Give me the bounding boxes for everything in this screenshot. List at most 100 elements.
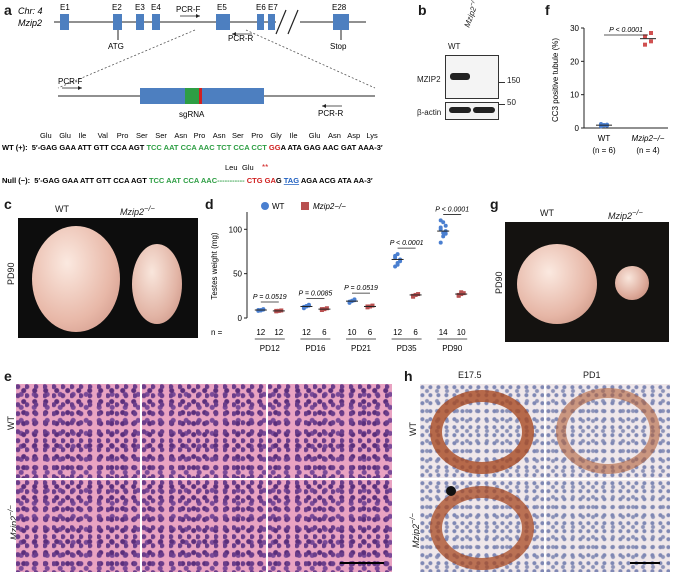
histology-row-wt: WT (6, 416, 16, 430)
he-wt-2 (142, 384, 266, 478)
ihc-ko-pd1 (546, 480, 670, 572)
wt-aa-14: Glu (309, 131, 321, 140)
null-label: Null (−): (2, 176, 30, 185)
f-n-wt: (n = 6) (592, 146, 616, 155)
blot-mzip2 (445, 55, 499, 99)
wt-aa-9: Asn (213, 131, 226, 140)
f-cat-ko: Mzip2−/− (632, 134, 665, 143)
exon-label-5: E5 (217, 3, 227, 12)
exon-label-6: E6 (256, 3, 266, 12)
d-ko-point-4-3 (456, 292, 461, 297)
exon-label-2: E2 (112, 3, 122, 12)
he-ko-1 (16, 480, 140, 572)
f-ytick-label-0: 0 (575, 124, 580, 133)
wt-aa-4: Pro (117, 131, 129, 140)
lane-label-ko: Mzip2−/− (462, 0, 479, 29)
cc3-chart: 0 10 20 30 CC3 positive tubule (%) P < 0.0001… (551, 24, 668, 155)
d-wt-point-3-4 (395, 252, 400, 257)
he-wt-3 (268, 384, 392, 478)
ihc-wt-e17 (420, 384, 544, 478)
d-ko-point-4-4 (459, 290, 464, 295)
d-n-ko-1: 6 (322, 328, 327, 337)
exon-label-7: E7 (268, 3, 278, 12)
pcr-r-label-zoom: PCR-R (318, 109, 344, 118)
d-legend-wt: WT (272, 202, 285, 211)
pam-site (199, 88, 202, 104)
locus-gene: Mzip2 (18, 18, 42, 28)
d-n-prefix: n = (211, 328, 223, 337)
panel-letter-f: f (545, 2, 550, 18)
sgrna-label: sgRNA (179, 110, 205, 119)
ihc-ko-e17 (420, 480, 544, 572)
gene-structure-diagram: Chr: 4 Mzip2 E1 E2 E3 E4 E5 E6 E7 E28 AT… (2, 3, 383, 185)
d-n-ko-3: 6 (413, 328, 418, 337)
lane-label-wt: WT (448, 42, 461, 51)
d-group-label-2: PD21 (351, 344, 372, 353)
band-actin-wt (449, 107, 471, 113)
d-wt-point-3-6 (393, 255, 398, 260)
d-wt-point-1-5 (306, 302, 311, 307)
ihc-col-pd1: PD1 (583, 370, 601, 380)
d-wt-point-3-5 (398, 259, 403, 264)
f-ko-point-2 (643, 34, 647, 39)
he-wt-1 (16, 384, 140, 478)
photo-g-ko-label: Mzip2−/− (608, 208, 643, 221)
exon-1 (60, 14, 69, 30)
exon-label-28: E28 (332, 3, 347, 12)
stop-label: Stop (330, 42, 347, 51)
d-wt-point-4-0 (438, 240, 443, 245)
testis-g-wt (517, 244, 597, 324)
wt-aa-6: Ser (155, 131, 167, 140)
pcr-r-label-top: PCR-R (228, 34, 254, 43)
photo-g-wt-label: WT (540, 208, 554, 218)
f-ko-point-1 (649, 39, 653, 44)
wt-aa-12: Gly (270, 131, 282, 140)
d-ko-point-1-2 (324, 306, 329, 311)
wt-label: WT (+): (2, 143, 28, 152)
scale-bar-e (340, 562, 384, 564)
d-legend-ko-marker (301, 202, 309, 210)
testes-weight-chart: 0 50 100 Testes weight (mg) WT Mzip2−/− n = P =… (210, 202, 469, 353)
panel-letter-g: g (490, 196, 499, 212)
d-wt-point-3-7 (395, 262, 400, 267)
d-n-wt-4: 14 (439, 328, 448, 337)
d-n-wt-3: 12 (393, 328, 402, 337)
d-ko-point-3-3 (411, 293, 416, 298)
d-ytick-label-1: 50 (233, 270, 242, 279)
atg-label: ATG (108, 42, 124, 51)
western-blot-panel: WT Mzip2−/− MZIP2 β-actin 150 50 (415, 0, 545, 130)
wt-aa-8: Pro (194, 131, 206, 140)
testis-g-ko (615, 266, 649, 300)
ihc-row-wt: WT (408, 422, 418, 436)
wt-aa-13: Ile (290, 131, 298, 140)
f-cat-wt: WT (598, 134, 611, 143)
ihc-col-e17: E17.5 (458, 370, 482, 380)
wt-aa-0: Glu (40, 131, 52, 140)
d-wt-point-4-9 (438, 218, 443, 223)
testis-ko (132, 244, 182, 324)
d-wt-point-4-6 (438, 227, 443, 232)
wt-aa-7: Asn (174, 131, 187, 140)
wt-aa-3: Val (98, 131, 109, 140)
d-pvalue-2: P = 0.0519 (344, 285, 378, 292)
f-ytick-label-2: 20 (570, 57, 579, 66)
testes-photo-g (505, 222, 669, 342)
f-n-ko: (n = 4) (636, 146, 660, 155)
d-ko-point-3-2 (416, 292, 421, 297)
blot-actin (445, 102, 499, 120)
exon-7 (268, 14, 275, 30)
he-ko-3 (268, 480, 392, 572)
f-ytick-label-1: 10 (570, 91, 579, 100)
null-sequence: Null (−): 5′-GAG GAA ATT GTT CCA AGT TCC… (2, 176, 373, 185)
wt-aa-16: Asp (347, 131, 360, 140)
wt-aa-1: Glu (59, 131, 71, 140)
photo-c-ko-label: Mzip2−/− (120, 204, 155, 217)
row-label-mzip2: MZIP2 (417, 75, 441, 84)
d-group-label-0: PD12 (260, 344, 281, 353)
wt-aa-15: Asn (328, 131, 341, 140)
d-ko-point-4-2 (461, 291, 466, 296)
f-ko-point-0 (643, 42, 647, 47)
wt-aa-5: Ser (136, 131, 148, 140)
d-group-label-3: PD35 (397, 344, 418, 353)
